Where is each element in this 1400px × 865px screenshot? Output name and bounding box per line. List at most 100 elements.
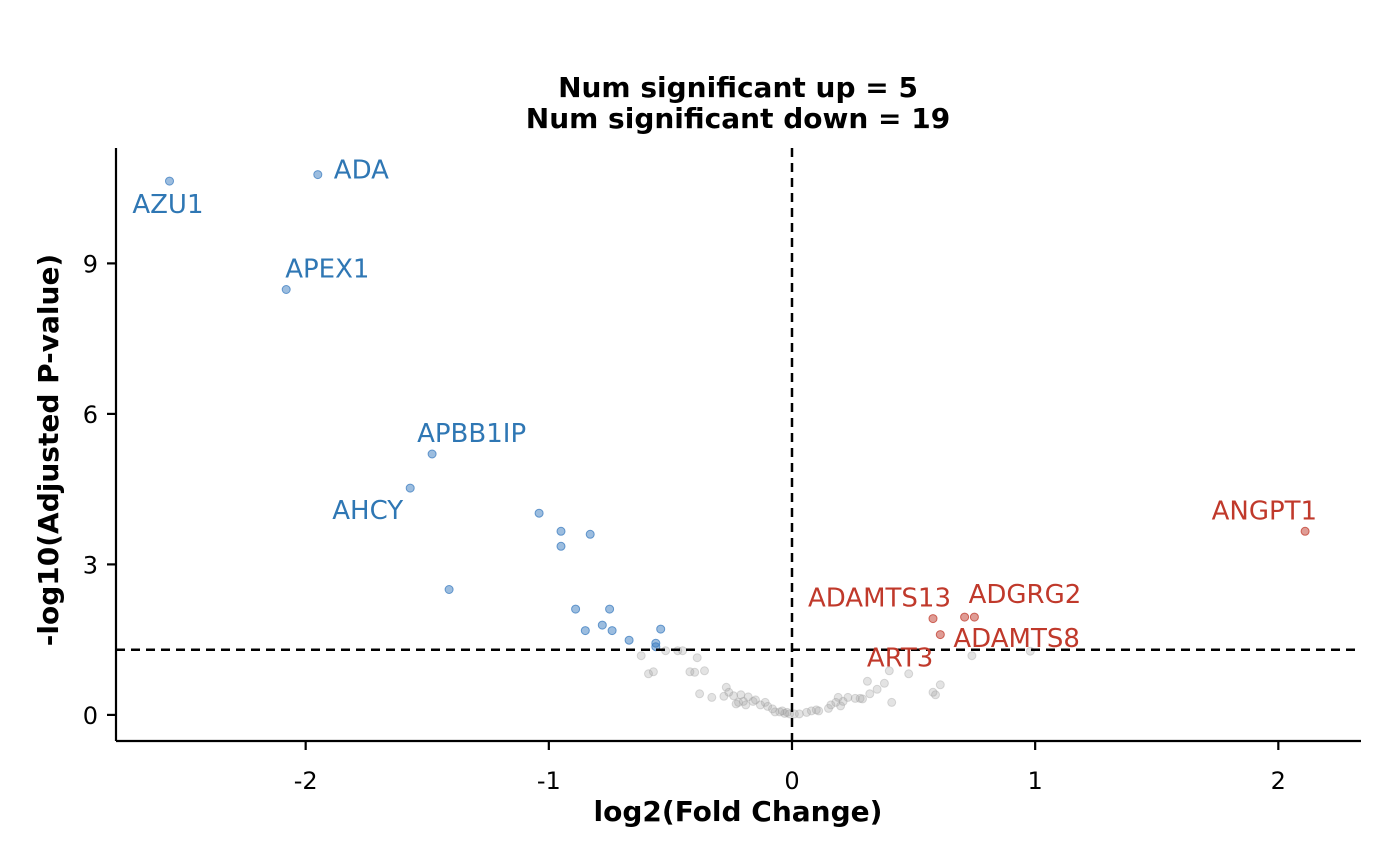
point-ns-9 <box>700 666 709 676</box>
point-up-4 <box>935 630 945 640</box>
point-down-9 <box>585 529 595 539</box>
y-tick-label-1: 3 <box>83 551 98 579</box>
gene-label-ada: ADA <box>334 156 389 186</box>
gene-label-art3: ART3 <box>867 644 933 674</box>
point-ns-52 <box>872 684 882 694</box>
point-ns-44 <box>836 701 846 711</box>
x-tick-label-2: 0 <box>784 767 799 795</box>
point-ns-24 <box>755 700 765 710</box>
y-tick-label-0: 0 <box>83 702 98 730</box>
x-axis-label: log2(Fold Change) <box>594 795 883 828</box>
y-tick-label-2: 6 <box>83 401 98 429</box>
point-down-8 <box>556 541 566 551</box>
point-ns-32 <box>782 707 792 717</box>
gene-label-adamts13: ADAMTS13 <box>808 584 951 614</box>
point-down-12 <box>580 626 590 636</box>
point-ns-28 <box>770 707 780 717</box>
point-ns-42 <box>831 697 841 707</box>
point-down-13 <box>597 620 607 630</box>
point-down-10 <box>571 604 581 614</box>
x-tick-label-0: -2 <box>294 767 318 795</box>
point-ns-50 <box>862 676 872 686</box>
point-ns-43 <box>833 692 843 702</box>
point-ns-37 <box>806 706 816 716</box>
point-down-3 <box>427 449 437 459</box>
point-ns-20 <box>741 700 751 710</box>
point-down-7 <box>556 526 566 536</box>
point-ns-2 <box>648 667 658 677</box>
point-ns-58 <box>931 690 940 700</box>
point-down-1 <box>313 170 323 180</box>
point-down-15 <box>624 635 634 645</box>
x-tick-label-3: 1 <box>1028 767 1043 795</box>
point-ns-55 <box>887 697 897 707</box>
gene-label-ahcy: AHCY <box>332 496 403 526</box>
point-ns-53 <box>879 678 889 688</box>
point-ns-21 <box>743 692 753 702</box>
axes: -2 -1 0 1 2 0 3 6 9 <box>83 148 1361 795</box>
point-ns-57 <box>928 687 938 697</box>
point-ns-60 <box>967 651 977 661</box>
gene-label-apbb1ip: APBB1IP <box>417 419 526 449</box>
point-ns-56 <box>904 669 914 679</box>
point-ns-6 <box>685 667 695 677</box>
gene-label-azu1: AZU1 <box>132 190 203 220</box>
gene-label-adgrg2: ADGRG2 <box>969 580 1082 610</box>
point-ns-15 <box>729 691 739 701</box>
point-ns-27 <box>768 704 777 714</box>
point-ns-38 <box>811 705 821 715</box>
point-ns-19 <box>738 696 748 706</box>
significant-points <box>165 170 1310 652</box>
point-ns-39 <box>814 706 824 716</box>
point-ns-12 <box>719 691 729 701</box>
point-up-3 <box>969 612 979 622</box>
point-ns-59 <box>935 680 945 690</box>
point-ns-49 <box>858 694 867 704</box>
point-ns-10 <box>695 689 705 699</box>
point-ns-30 <box>777 706 787 716</box>
point-ns-29 <box>775 707 785 717</box>
point-ns-1 <box>644 669 653 679</box>
point-ns-45 <box>838 696 848 706</box>
point-ns-16 <box>731 699 741 709</box>
gene-label-adamts8: ADAMTS8 <box>953 624 1080 654</box>
x-tick-label-4: 2 <box>1271 767 1286 795</box>
point-ns-31 <box>780 708 790 718</box>
point-ns-40 <box>824 703 833 713</box>
point-ns-54 <box>884 666 894 676</box>
point-ns-17 <box>734 697 743 707</box>
y-axis-label: -log10(Adjusted P-value) <box>32 254 65 646</box>
point-ns-11 <box>707 692 717 702</box>
gene-label-apex1: APEX1 <box>285 255 369 285</box>
point-down-11 <box>605 604 615 614</box>
point-ns-13 <box>721 682 731 692</box>
x-tick-label-1: -1 <box>537 767 561 795</box>
point-down-4 <box>405 483 415 493</box>
point-down-6 <box>534 508 544 518</box>
point-ns-26 <box>763 701 773 711</box>
point-up-1 <box>928 614 938 624</box>
point-up-0 <box>1300 526 1310 536</box>
point-down-0 <box>165 176 174 186</box>
point-ns-22 <box>748 696 758 706</box>
chart-subtitle: Num significant down = 19 <box>526 102 950 135</box>
point-down-5 <box>444 585 454 594</box>
point-ns-47 <box>850 693 860 703</box>
point-ns-14 <box>724 687 734 697</box>
y-tick-label-3: 9 <box>83 250 98 278</box>
point-ns-41 <box>826 700 836 710</box>
point-down-14 <box>607 626 617 636</box>
point-ns-36 <box>802 707 812 717</box>
point-up-2 <box>960 612 970 622</box>
point-down-17 <box>656 624 666 634</box>
point-ns-0 <box>636 651 646 661</box>
nonsignificant-points <box>636 646 1035 719</box>
point-ns-23 <box>751 695 760 705</box>
point-ns-8 <box>692 653 702 663</box>
point-ns-46 <box>843 692 853 702</box>
gene-label-angpt1: ANGPT1 <box>1212 496 1318 526</box>
point-ns-25 <box>760 697 770 707</box>
gene-labels: AZU1 ADA APEX1 APBB1IP AHCY ANGPT1 ADAMTS13 ADG… <box>132 156 1317 674</box>
point-ns-18 <box>736 690 746 700</box>
